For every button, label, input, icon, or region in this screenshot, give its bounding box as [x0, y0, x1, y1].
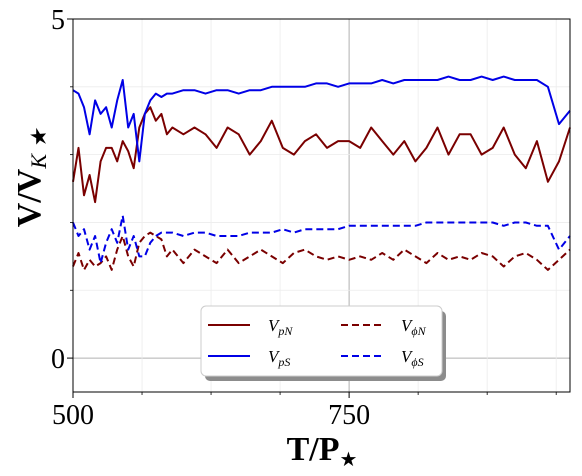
y-axis-title: V/VK ★	[11, 127, 51, 227]
legend-label-main: V	[401, 316, 414, 335]
series-lines	[72, 75, 571, 271]
x-axis-title-sub: ★	[339, 449, 357, 471]
plot-frame	[72, 18, 571, 393]
x-tick-label: 500	[52, 400, 94, 431]
x-tick-label: 750	[328, 400, 370, 431]
legend-label-v-ps: VpS	[268, 347, 290, 369]
legend-label-main: V	[268, 316, 281, 335]
series-line-v-phin	[72, 231, 571, 271]
x-axis-title-main: T/P	[287, 431, 340, 468]
legend-label-main: V	[401, 347, 414, 366]
legend-label-v-phin: VϕN	[401, 316, 427, 338]
series-line-v-phis	[72, 214, 571, 265]
y-axis-title-sub: K ★	[26, 127, 51, 169]
axis-ticks: 500 750 0 5	[51, 5, 557, 431]
legend-label-v-phis: VϕS	[401, 347, 424, 369]
x-axis-title: T/P★	[287, 431, 358, 471]
legend-label-main: V	[268, 347, 281, 366]
y-tick-label: 0	[51, 344, 65, 375]
y-axis-title-main: V/V	[11, 168, 48, 227]
legend-label-sub: pS	[277, 355, 290, 369]
legend-label-sub: ϕS	[411, 355, 423, 369]
legend-label-sub: ϕN	[411, 324, 426, 338]
legend-label-v-pn: VpN	[268, 316, 293, 338]
y-tick-label: 5	[51, 5, 65, 36]
legend-label-sub: pN	[277, 324, 293, 338]
legend-box	[200, 305, 443, 377]
series-line-v-ps	[72, 75, 571, 163]
series-line-v-pn	[72, 106, 571, 204]
